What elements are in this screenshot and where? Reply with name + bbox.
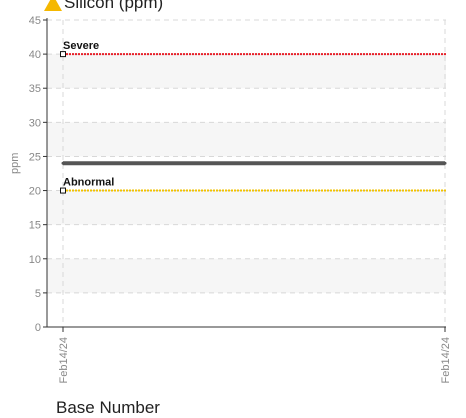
y-tick-label: 15 <box>29 220 41 232</box>
y-axis-label: ppm <box>9 153 21 174</box>
threshold-label: Severe <box>63 40 99 52</box>
chart-title: Silicon (ppm) <box>44 0 163 14</box>
y-tick-label: 45 <box>29 15 41 27</box>
y-tick-label: 25 <box>29 151 41 163</box>
y-tick-label: 20 <box>29 186 41 198</box>
y-tick-label: 10 <box>29 254 41 266</box>
chart-title-text: Silicon (ppm) <box>64 0 164 12</box>
grid-band <box>47 54 446 89</box>
y-tick-label: 30 <box>29 117 41 129</box>
threshold-marker <box>60 51 66 58</box>
x-axis-label: Base Number <box>56 398 160 417</box>
grid-band <box>47 258 446 293</box>
y-tick-label: 0 <box>35 322 41 334</box>
y-tick-label: 5 <box>35 288 41 300</box>
data-point <box>443 161 447 165</box>
y-tick-label: 40 <box>29 49 41 61</box>
data-point <box>61 161 65 165</box>
threshold-marker <box>60 187 66 194</box>
threshold-label: Abnormal <box>63 177 114 189</box>
warning-triangle-icon <box>44 0 62 11</box>
grid-band <box>47 190 446 225</box>
grid-band <box>47 122 446 157</box>
x-tick-label: Feb14/24 <box>58 337 70 383</box>
x-tick-label: Feb14/24 <box>440 337 452 383</box>
y-tick-label: 35 <box>29 83 41 95</box>
